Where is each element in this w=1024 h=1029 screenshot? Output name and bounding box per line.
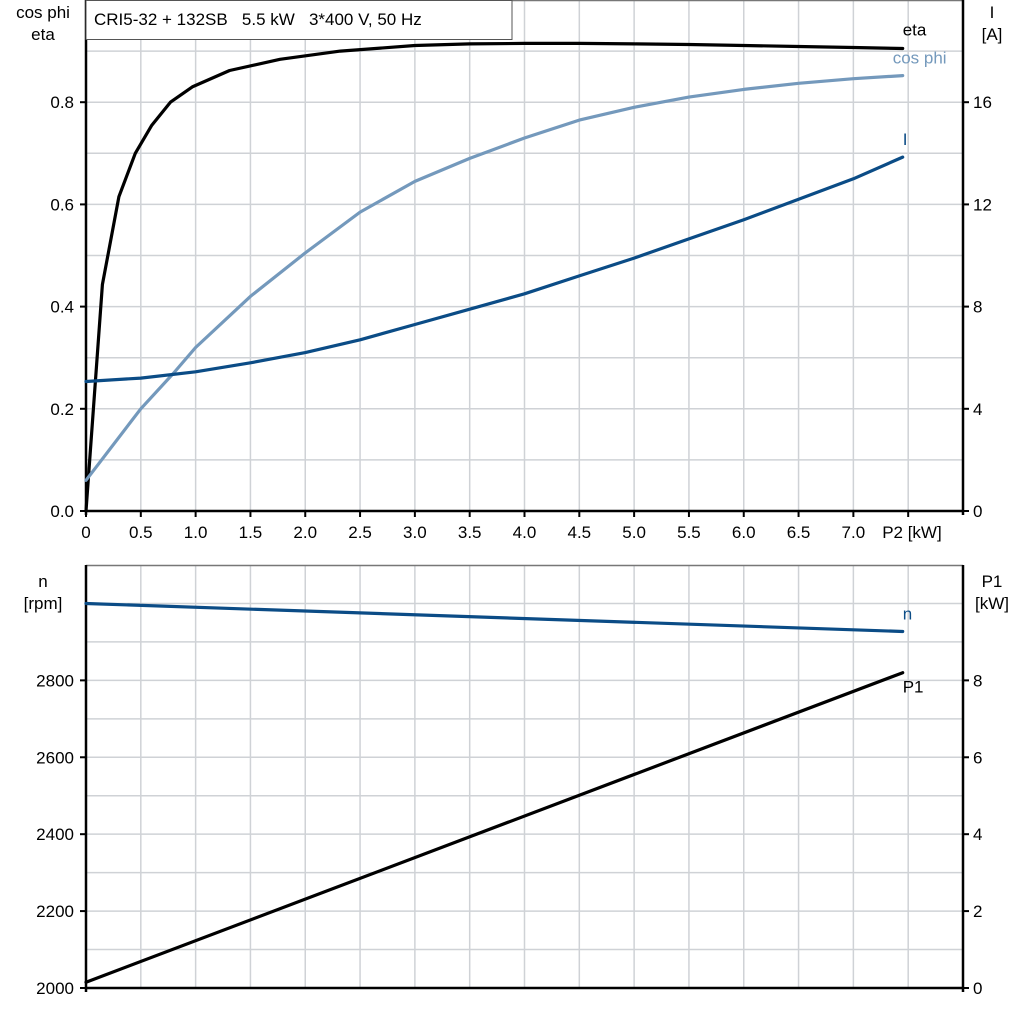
y-tick-label-left: 2000: [36, 979, 74, 998]
series-line-n: [84, 601, 905, 634]
x-tick-label: 2.0: [293, 523, 317, 542]
y-tick-label-right: 0: [973, 502, 982, 521]
y-tick-label-right: 4: [973, 400, 982, 419]
x-tick-label: 6.0: [732, 523, 756, 542]
series-line-I: [84, 155, 905, 384]
x-tick-label: 3.5: [458, 523, 482, 542]
y-tick-label-left: 0.6: [50, 195, 74, 214]
y-tick-label-left: 2200: [36, 902, 74, 921]
y-axis-label-right: I: [990, 3, 995, 22]
x-tick-label: 6.5: [787, 523, 811, 542]
x-tick-label: 5.5: [677, 523, 701, 542]
y-tick-label-right: 0: [973, 979, 982, 998]
chart-title: CRI5-32 + 132SB 5.5 kW 3*400 V, 50 Hz: [94, 10, 422, 29]
y-tick-label-left: 2800: [36, 671, 74, 690]
y-tick-label-right: 6: [973, 748, 982, 767]
title-box: [85, 0, 513, 40]
x-tick-label: 3.0: [403, 523, 427, 542]
y-tick-label-right: 8: [973, 298, 982, 317]
x-tick-label: 5.0: [622, 523, 646, 542]
series-label-n: n: [903, 605, 912, 624]
series-line-P1: [84, 671, 905, 984]
series-line-cos-phi: [84, 74, 905, 482]
y-tick-label-left: 0.0: [50, 502, 74, 521]
y-tick-label-left: 0.8: [50, 93, 74, 112]
y-tick-label-left: 0.4: [50, 298, 74, 317]
y-tick-label-left: 0.2: [50, 400, 74, 419]
x-tick-label: 0: [81, 523, 90, 542]
x-tick-label: 7.0: [842, 523, 866, 542]
x-tick-label: 2.5: [348, 523, 372, 542]
y-axis-label-left-unit: [rpm]: [24, 594, 63, 613]
y-axis-label-left-unit: eta: [31, 25, 55, 44]
x-tick-label: 1.0: [184, 523, 208, 542]
x-tick-label: 0.5: [129, 523, 153, 542]
y-tick-label-right: 2: [973, 902, 982, 921]
x-axis-label: P2 [kW]: [882, 523, 942, 542]
panel-0: [80, 0, 969, 517]
y-tick-label-right: 4: [973, 825, 982, 844]
y-axis-label-right-unit: [kW]: [975, 594, 1009, 613]
y-axis-label-right-unit: [A]: [982, 25, 1003, 44]
y-axis-label-left: n: [38, 572, 47, 591]
y-tick-label-right: 16: [973, 93, 992, 112]
y-tick-label-right: 8: [973, 671, 982, 690]
y-tick-label-right: 12: [973, 195, 992, 214]
series-label-cos-phi: cos phi: [893, 49, 947, 68]
y-tick-label-left: 2600: [36, 748, 74, 767]
series-line-eta: [84, 41, 905, 513]
x-tick-label: 4.0: [513, 523, 537, 542]
y-axis-label-left: cos phi: [16, 3, 70, 22]
x-tick-label: 4.5: [567, 523, 591, 542]
y-axis-label-right: P1: [982, 572, 1003, 591]
series-label-P1: P1: [903, 678, 924, 697]
series-label-I: I: [903, 130, 908, 149]
panel-1: [80, 564, 969, 992]
y-tick-label-left: 2400: [36, 825, 74, 844]
x-tick-label: 1.5: [239, 523, 263, 542]
series-label-eta: eta: [903, 21, 927, 40]
